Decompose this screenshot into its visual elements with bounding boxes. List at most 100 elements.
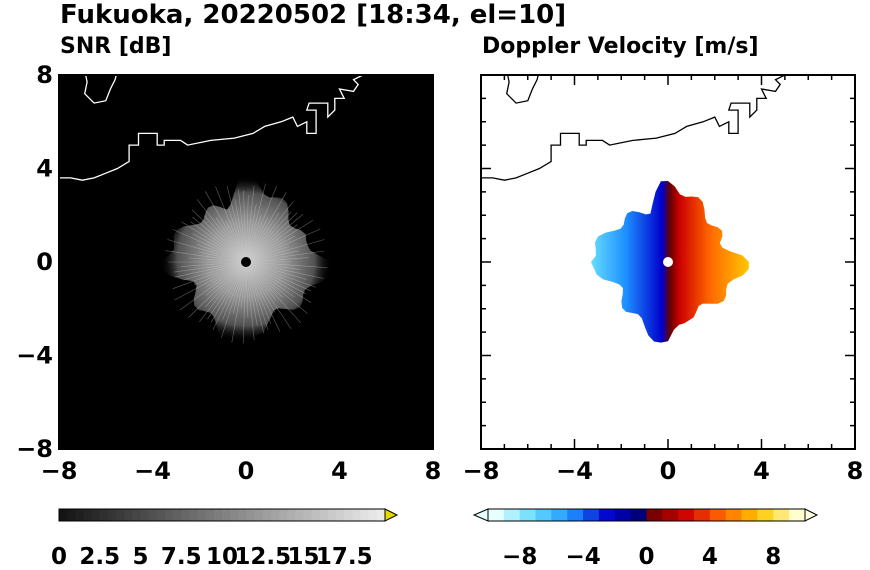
snr-echo-ray bbox=[245, 261, 265, 334]
snr-panel-title: SNR [dB] bbox=[60, 34, 172, 59]
snr-echo-ray bbox=[245, 261, 324, 279]
x-tick-label: 0 bbox=[238, 457, 255, 485]
snr-colorbar-segment bbox=[246, 509, 256, 521]
snr-echo-ray bbox=[181, 221, 247, 263]
snr-echo-ray bbox=[212, 261, 247, 330]
snr-colorbar-tick-label: 0 bbox=[51, 544, 67, 570]
snr-colorbar-segment bbox=[254, 509, 264, 521]
snr-echo-ray bbox=[174, 261, 247, 301]
x-tick-label: −4 bbox=[556, 457, 593, 485]
doppler-panel: −8 −4 0 4 8 bbox=[463, 74, 863, 485]
snr-echo-ray bbox=[245, 261, 300, 270]
snr-colorbar-segment bbox=[99, 509, 109, 521]
y-tick-label: −4 bbox=[16, 342, 53, 370]
snr-echo-ray bbox=[245, 261, 258, 326]
doppler-colorbar-labels: −8 −4 0 4 8 bbox=[502, 544, 781, 570]
snr-echo-ray bbox=[206, 261, 247, 296]
snr-echo-ray bbox=[245, 214, 303, 263]
snr-echo-ray bbox=[245, 261, 306, 295]
snr-echo-ray bbox=[245, 212, 280, 263]
snr-colorbar-tick-label: 2.5 bbox=[79, 544, 120, 570]
snr-echo-ray bbox=[245, 261, 292, 330]
doppler-colorbar-segment bbox=[678, 509, 695, 521]
snr-echo-ray bbox=[225, 220, 247, 263]
snr-colorbar-frame bbox=[58, 508, 386, 522]
doppler-colorbar-segment bbox=[630, 509, 647, 521]
doppler-colorbar-segment bbox=[535, 509, 552, 521]
x-tick-label: −4 bbox=[134, 457, 171, 485]
snr-colorbar-segment bbox=[181, 509, 190, 521]
doppler-colorbar-segment bbox=[789, 509, 806, 521]
snr-colorbar-segment bbox=[222, 509, 231, 521]
doppler-colorbar-extend-max bbox=[804, 508, 819, 522]
doppler-colorbar-segment bbox=[757, 509, 774, 521]
snr-echo-ray bbox=[232, 261, 247, 314]
x-tick-label: 4 bbox=[753, 457, 770, 485]
doppler-colorbar-segment bbox=[567, 509, 584, 521]
doppler-colorbar-tick-label: −4 bbox=[565, 544, 600, 570]
snr-colorbar-tick-label: 10 bbox=[206, 544, 238, 570]
snr-echo-ray bbox=[174, 261, 247, 278]
doppler-colorbar-segment bbox=[709, 509, 727, 521]
snr-echo-ray bbox=[245, 261, 308, 314]
snr-echo-ray bbox=[245, 261, 281, 332]
snr-colorbar-segment bbox=[205, 509, 215, 521]
snr-echo-ray bbox=[196, 199, 247, 263]
snr-echo-ray bbox=[167, 239, 247, 263]
x-tick-label: 0 bbox=[660, 457, 677, 485]
snr-echo-ray bbox=[204, 215, 247, 263]
snr-colorbar-segment bbox=[164, 509, 174, 521]
snr-echo-ray bbox=[204, 261, 247, 308]
doppler-colorbar-segment bbox=[646, 509, 663, 521]
snr-echo-ray bbox=[245, 250, 325, 263]
snr-echo-rays bbox=[165, 183, 328, 344]
snr-echo-ray bbox=[172, 229, 247, 263]
snr-echo-ray bbox=[205, 261, 247, 288]
doppler-colorbar-segment bbox=[583, 509, 600, 521]
snr-colorbar-segment bbox=[287, 509, 296, 521]
snr-echo-ray bbox=[245, 201, 294, 263]
snr-echo-ray bbox=[193, 261, 247, 286]
doppler-colorbar-segment bbox=[614, 509, 632, 521]
snr-echo-ray bbox=[245, 261, 295, 298]
x-tick-label: −8 bbox=[41, 457, 78, 485]
snr-echo-ray bbox=[245, 261, 255, 341]
snr-colorbar-segment bbox=[336, 509, 345, 521]
snr-colorbar-segment bbox=[140, 509, 150, 521]
snr-echo-ray bbox=[245, 250, 299, 263]
snr-colorbar-tick-label: 7.5 bbox=[161, 544, 202, 570]
doppler-colorbar-tick-label: −8 bbox=[502, 544, 537, 570]
snr-colorbar-segment bbox=[91, 509, 101, 521]
snr-echo-ray bbox=[188, 257, 247, 263]
snr-echo-ray bbox=[245, 228, 321, 263]
snr-colorbar-segment bbox=[67, 509, 76, 521]
snr-colorbar-segment bbox=[197, 509, 207, 521]
snr-echo-ray bbox=[245, 261, 269, 331]
snr-colorbar-segment bbox=[295, 509, 304, 521]
snr-echo-ray bbox=[245, 204, 257, 263]
radar-site-marker-doppler bbox=[663, 257, 673, 267]
y-tick-label: −8 bbox=[16, 435, 53, 463]
snr-echo-ray bbox=[199, 261, 247, 322]
snr-colorbar-segment bbox=[230, 509, 239, 521]
snr-colorbar-segment bbox=[59, 509, 68, 521]
snr-colorbar-segment bbox=[368, 509, 378, 521]
snr-echo-ray bbox=[191, 209, 247, 263]
snr-colorbar bbox=[58, 508, 399, 522]
doppler-colorbar-extend-min bbox=[472, 508, 489, 522]
snr-colorbar-segment bbox=[376, 509, 386, 521]
snr-echo-ray bbox=[245, 261, 307, 280]
x-tick-label: 4 bbox=[331, 457, 348, 485]
snr-echo-ray bbox=[245, 261, 277, 301]
snr-echo-ray bbox=[179, 261, 247, 311]
snr-echo-ray bbox=[199, 251, 247, 263]
snr-colorbar-segment bbox=[189, 509, 199, 521]
doppler-colorbar-tick-label: 4 bbox=[702, 544, 718, 570]
snr-echo-ray bbox=[245, 261, 249, 318]
snr-colorbar-segment bbox=[270, 509, 280, 521]
snr-echo-ray bbox=[245, 261, 312, 303]
y-tick-label: 8 bbox=[36, 61, 53, 89]
snr-colorbar-extend-max bbox=[384, 508, 399, 522]
snr-colorbar-segment bbox=[213, 509, 223, 521]
snr-echo-ray bbox=[215, 217, 247, 263]
